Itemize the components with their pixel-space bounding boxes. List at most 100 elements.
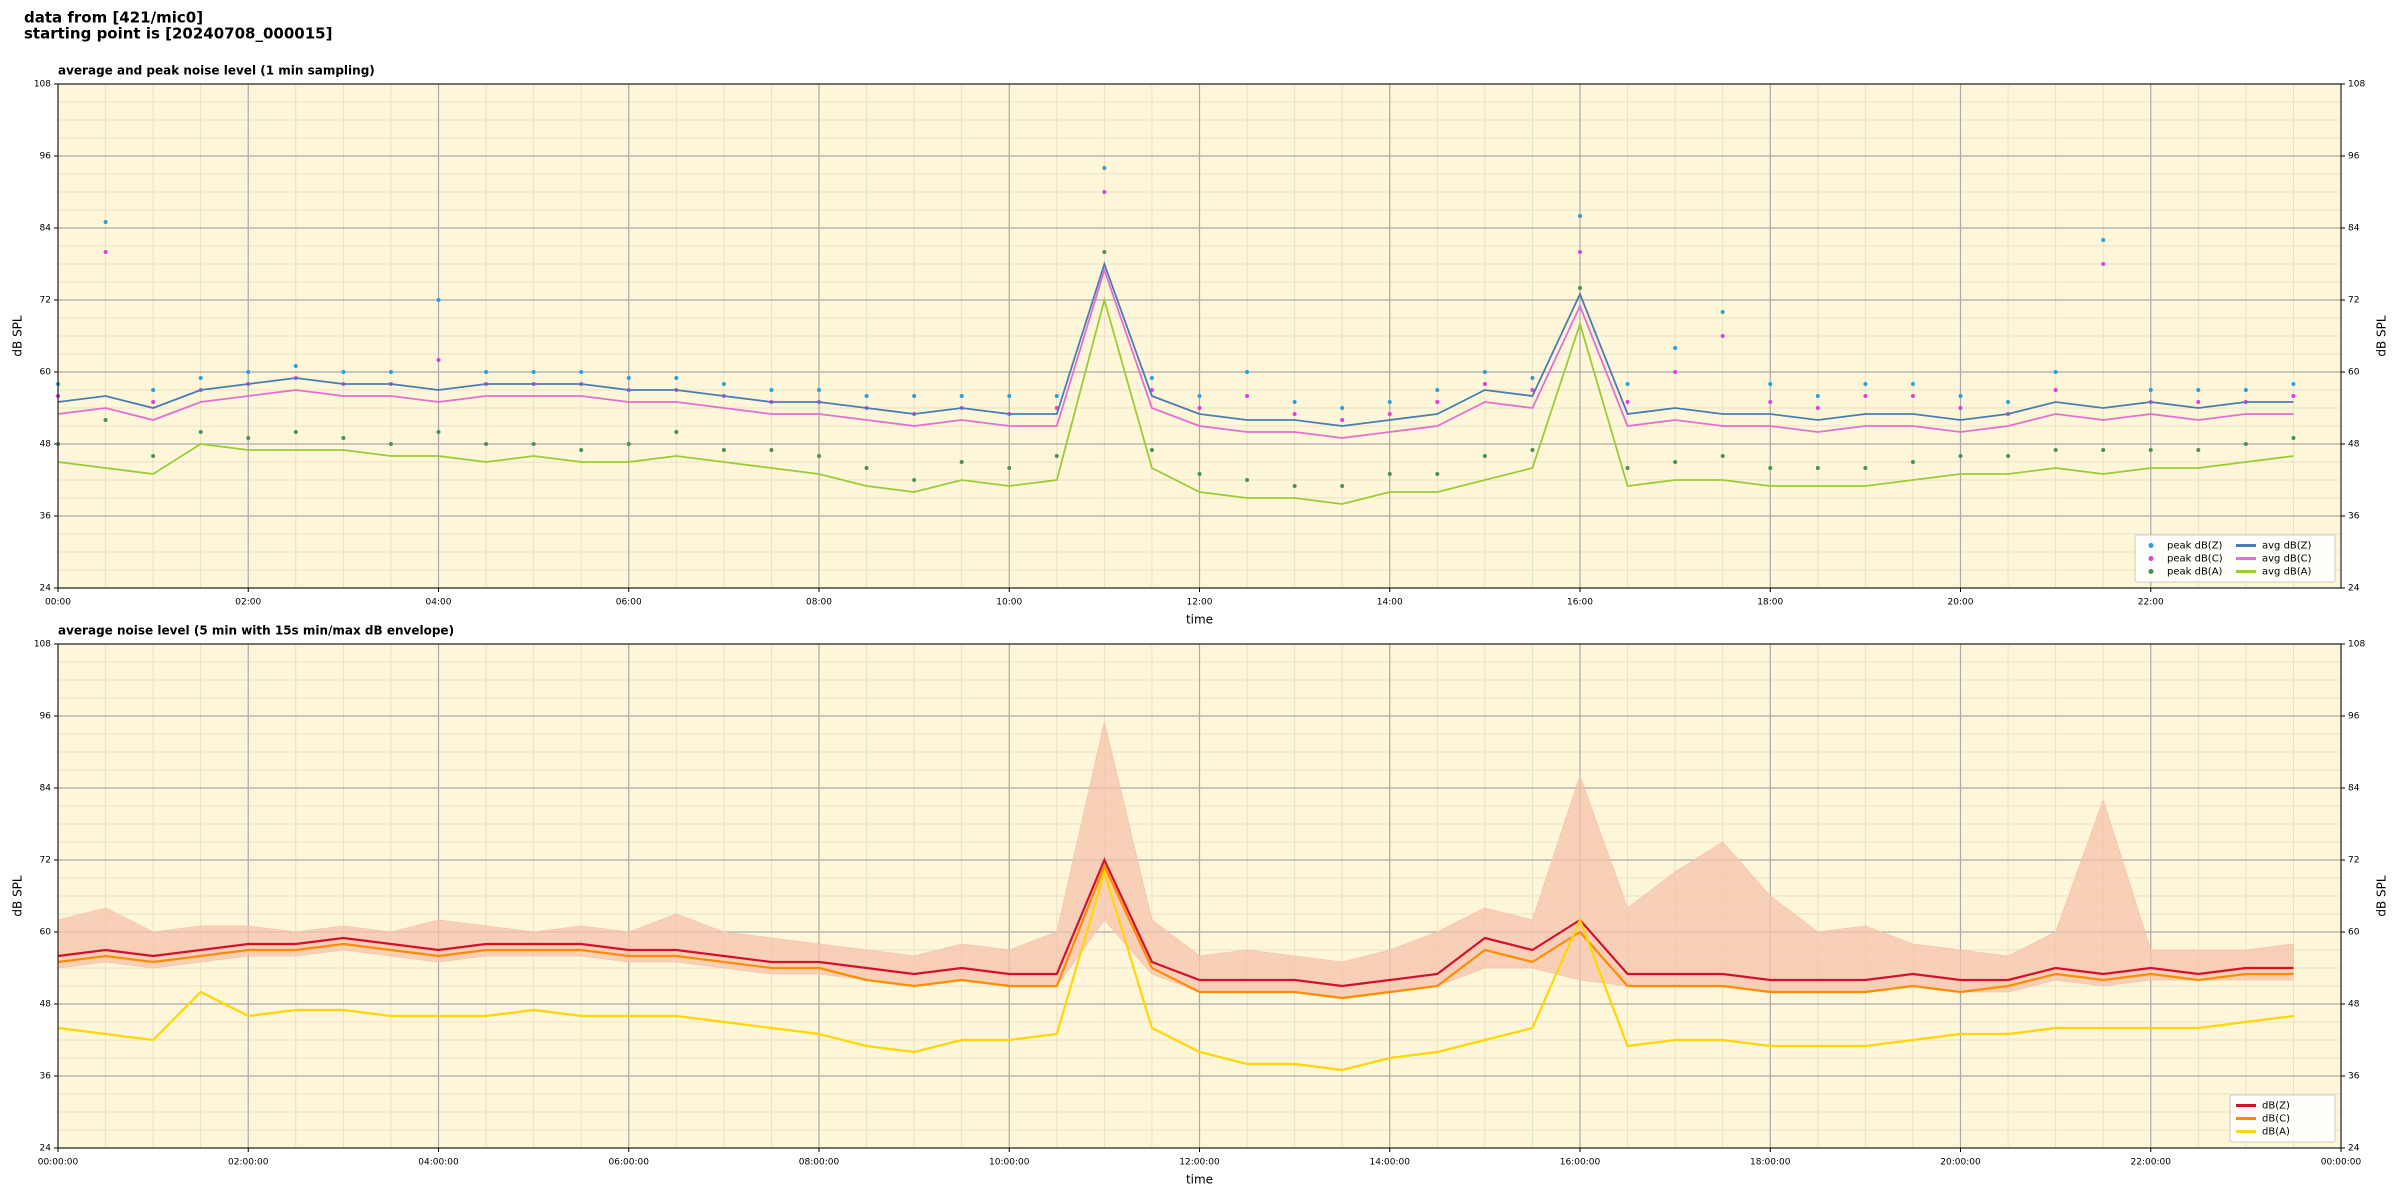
peak-point <box>151 400 156 404</box>
peak-point <box>1435 472 1440 476</box>
x-tick-label: 20:00:00 <box>1940 1158 1981 1168</box>
y-tick-label-right: 24 <box>2348 584 2360 594</box>
y-tick-label-right: 72 <box>2348 856 2359 866</box>
peak-point <box>1054 454 1059 458</box>
x-tick-label: 02:00:00 <box>228 1158 269 1168</box>
y-tick-label: 24 <box>40 584 52 594</box>
peak-point <box>579 448 584 452</box>
peak-point <box>2053 370 2058 374</box>
peak-point <box>198 376 203 380</box>
header-line: data from [421/mic0] <box>24 9 203 27</box>
peak-point <box>1673 346 1678 350</box>
peak-point <box>436 298 441 302</box>
y-tick-label: 72 <box>40 856 51 866</box>
peak-point <box>1292 400 1297 404</box>
peak-point <box>1815 406 1820 410</box>
peak-point <box>1673 370 1678 374</box>
y-tick-label-right: 84 <box>2348 224 2360 234</box>
peak-point <box>721 382 726 386</box>
peak-point <box>103 220 108 224</box>
peak-point <box>1102 250 1107 254</box>
y-tick-label-right: 84 <box>2348 784 2360 794</box>
peak-point <box>1815 466 1820 470</box>
peak-point <box>151 454 156 458</box>
panel: 24 24 36 36 48 48 60 60 72 72 84 84 96 96 108 108 00:00 0… <box>11 64 2389 627</box>
peak-point <box>1720 310 1725 314</box>
peak-point <box>1292 484 1297 488</box>
x-tick-label: 14:00:00 <box>1370 1158 1411 1168</box>
peak-point <box>1054 394 1059 398</box>
y-axis-label-right: dB SPL <box>2375 875 2389 917</box>
x-tick-label: 06:00 <box>616 598 642 608</box>
y-tick-label: 108 <box>34 80 51 90</box>
peak-point <box>1768 466 1773 470</box>
panel: 24 24 36 36 48 48 60 60 72 72 84 84 96 96 108 108 00:00:… <box>11 624 2389 1187</box>
peak-point <box>1530 448 1535 452</box>
legend-label: dB(A) <box>2262 1127 2290 1138</box>
peak-point <box>2148 388 2153 392</box>
peak-point <box>1958 454 1963 458</box>
peak-point <box>1102 166 1107 170</box>
peak-point <box>2006 400 2011 404</box>
series-line <box>57 261 2294 427</box>
peak-point <box>341 370 346 374</box>
peak-point <box>674 376 679 380</box>
y-tick-label: 60 <box>40 368 52 378</box>
x-tick-label: 04:00:00 <box>418 1158 459 1168</box>
peak-point <box>531 442 536 446</box>
peak-point <box>2196 448 2201 452</box>
peak-point <box>959 460 964 464</box>
peak-point <box>1482 370 1487 374</box>
x-tick-label: 02:00 <box>235 598 261 608</box>
peak-point <box>388 370 393 374</box>
peak-point <box>198 430 203 434</box>
x-tick-label: 08:00:00 <box>799 1158 840 1168</box>
peak-point <box>246 370 251 374</box>
series-line <box>57 863 2294 1000</box>
peak-point <box>1340 484 1345 488</box>
peak-point <box>626 376 631 380</box>
series-line <box>57 868 2294 1072</box>
y-tick-label: 36 <box>40 512 52 522</box>
legend-label: dB(Z) <box>2262 1101 2290 1112</box>
x-tick-label: 22:00:00 <box>2131 1158 2172 1168</box>
legend-box <box>2134 534 2336 583</box>
series-line <box>57 296 2294 505</box>
x-tick-label: 10:00 <box>996 598 1022 608</box>
peak-point <box>1530 388 1535 392</box>
peak-point <box>1149 376 1154 380</box>
peak-point <box>1578 214 1582 218</box>
peak-point <box>864 394 869 398</box>
x-tick-label: 22:00 <box>2138 598 2164 608</box>
peak-point <box>1340 406 1345 410</box>
peak-point <box>769 388 774 392</box>
y-tick-label: 48 <box>40 440 52 450</box>
peak-point <box>103 418 108 422</box>
x-tick-label: 08:00 <box>806 598 832 608</box>
peak-point <box>1007 466 1012 470</box>
legend-label: avg dB(A) <box>2262 567 2312 578</box>
peak-point <box>959 394 964 398</box>
y-tick-label-right: 48 <box>2348 440 2360 450</box>
peak-point <box>1387 412 1392 416</box>
envelope <box>57 721 2294 999</box>
peak-point <box>864 466 869 470</box>
peak-point <box>1720 454 1725 458</box>
legend-swatch <box>2148 556 2154 561</box>
x-tick-label: 18:00 <box>1757 598 1783 608</box>
header-line: starting point is [20240708_000015] <box>24 25 332 43</box>
peak-point <box>1482 454 1487 458</box>
peak-point <box>1482 382 1487 386</box>
peak-point <box>1007 394 1012 398</box>
series-line <box>57 857 2294 988</box>
peak-point <box>1387 472 1392 476</box>
peak-point <box>1768 382 1773 386</box>
peak-point <box>388 442 393 446</box>
peak-point <box>1910 382 1915 386</box>
peak-point <box>721 448 726 452</box>
legend-box <box>2229 1094 2336 1143</box>
peak-point <box>1958 406 1963 410</box>
peak-point <box>1387 400 1392 404</box>
y-tick-label-right: 96 <box>2348 152 2360 162</box>
y-axis-label: dB SPL <box>11 875 25 917</box>
